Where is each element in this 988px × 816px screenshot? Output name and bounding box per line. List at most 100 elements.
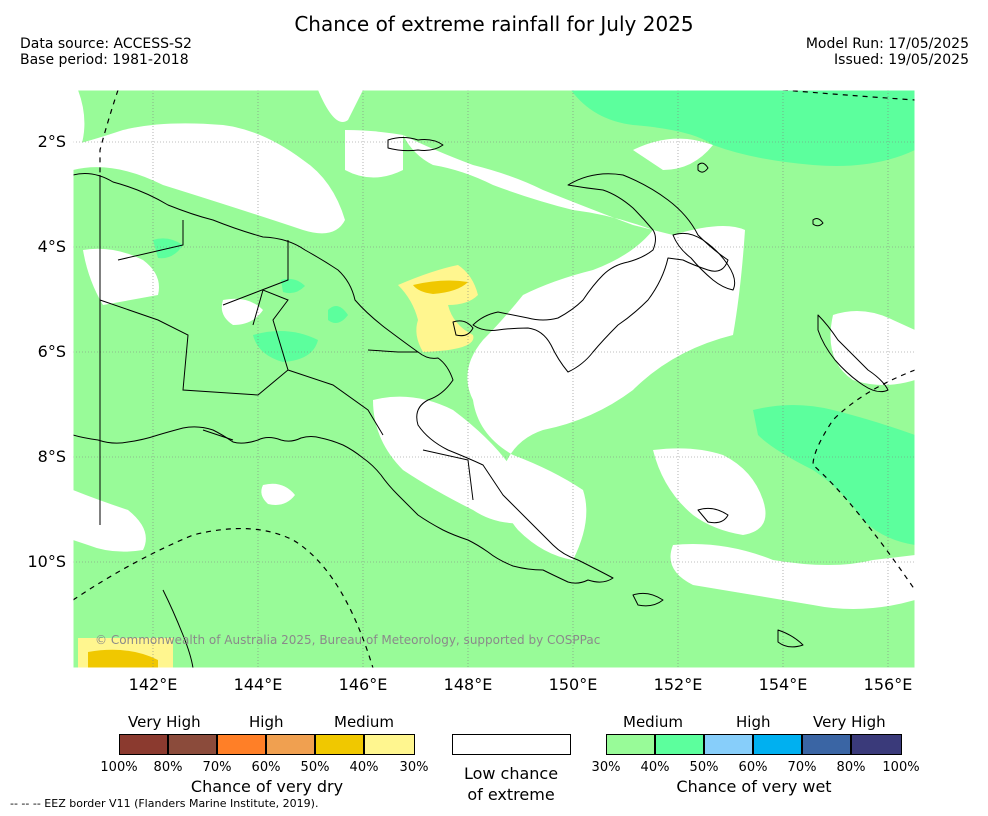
- high-wet-zone-small: [281, 278, 305, 294]
- low-zone-central: [403, 135, 745, 560]
- low-zone-highlands: [221, 298, 263, 325]
- map-title: Chance of extreme rainfall for July 2025: [294, 12, 694, 36]
- coast-cape-york: [162, 589, 194, 668]
- legend-wet-title: Chance of very wet: [676, 777, 832, 796]
- border-provinces-north: [117, 220, 289, 306]
- coast-island-small: [452, 320, 474, 337]
- legend-dry-medium: Medium: [334, 713, 394, 731]
- dry-zone-cape-york-core: [88, 649, 158, 668]
- lon-label-150e: 150°E: [548, 675, 598, 694]
- coast-new-guinea: [73, 173, 614, 584]
- coast-dentrecasteaux: [697, 507, 729, 524]
- eez-south: [73, 527, 374, 668]
- coastlines: [73, 137, 889, 668]
- lat-label-8s: 8°S: [37, 447, 66, 466]
- legend-low-chance-box: [452, 734, 571, 755]
- low-zone-manus: [633, 138, 713, 170]
- legend-wet-medium: Medium: [623, 713, 683, 731]
- legend-dry-cell-4: [266, 734, 315, 755]
- legend-wet-very-high: Very High: [813, 713, 886, 731]
- border-provinces-central: [287, 369, 384, 436]
- border-provinces-west: [99, 289, 289, 396]
- coast-islet-1: [697, 162, 709, 173]
- legend-dry-tick-50: 50%: [300, 760, 330, 775]
- lon-label-144e: 144°E: [233, 675, 283, 694]
- low-zone-coral-sea: [670, 544, 915, 609]
- lon-label-146e: 146°E: [338, 675, 388, 694]
- base-period: Base period: 1981-2018: [20, 52, 189, 68]
- legend-wet-high: High: [736, 713, 771, 731]
- legend-dry-tick-30: 30%: [399, 760, 429, 775]
- legend-dry-tick-100: 100%: [100, 760, 138, 775]
- medium-dry-zones: [78, 265, 478, 668]
- legend-dry-high: High: [249, 713, 284, 731]
- legend-dry-cell-2: [168, 734, 217, 755]
- high-wet-zone-north: [571, 90, 915, 166]
- high-wet-zone-dot: [328, 306, 348, 324]
- copyright-notice: © Commonwealth of Australia 2025, Bureau…: [95, 633, 601, 647]
- low-zone-fly: [261, 483, 295, 505]
- eez-borders: [73, 90, 915, 668]
- legend-wet-tick-100: 100%: [882, 760, 920, 775]
- coast-rossel: [777, 629, 804, 648]
- high-wet-zone-east: [753, 405, 915, 545]
- low-zone-nw: [73, 123, 345, 234]
- issued-date: Issued: 19/05/2025: [834, 52, 969, 68]
- legend-low-chance-line-1: Low chance: [463, 764, 559, 783]
- source-info: Data source: ACCESS-S2 Base period: 1981…: [20, 36, 192, 68]
- lon-label-154e: 154°E: [758, 675, 808, 694]
- dry-zone-new-britain-core: [413, 280, 468, 294]
- legend-wet-tick-80: 80%: [836, 760, 866, 775]
- borders: [99, 175, 474, 525]
- run-info: Model Run: 17/05/2025 Issued: 19/05/2025: [806, 36, 969, 68]
- low-zone-west: [83, 248, 159, 305]
- border-provinces-east: [367, 349, 418, 353]
- legend-wet-tick-40: 40%: [640, 760, 670, 775]
- model-run: Model Run: 17/05/2025: [805, 36, 969, 52]
- legend-dry-tick-40: 40%: [349, 760, 379, 775]
- legend-dry-title: Chance of very dry: [190, 777, 344, 796]
- lon-label-148e: 148°E: [443, 675, 493, 694]
- lat-label-2s: 2°S: [37, 132, 66, 151]
- coast-louisiade: [632, 592, 664, 607]
- lat-label-4s: 4°S: [37, 237, 66, 256]
- coast-new-ireland: [672, 232, 736, 291]
- gridlines: [73, 90, 915, 668]
- data-source: Data source: ACCESS-S2: [20, 36, 192, 52]
- low-zone-southwest: [73, 490, 146, 552]
- legend-dry-cell-3: [217, 734, 266, 755]
- legend-dry-cell-6: [364, 734, 415, 755]
- legend-wet-tick-70: 70%: [787, 760, 817, 775]
- eez-west-north: [99, 90, 119, 175]
- low-zone-north: [345, 130, 403, 178]
- lon-label-152e: 152°E: [653, 675, 703, 694]
- legend-dry-cell-5: [315, 734, 364, 755]
- legend-wet-cell-6: [851, 734, 902, 755]
- low-zone-bougainville: [830, 311, 915, 385]
- coast-islet-2: [812, 218, 824, 227]
- legend-dry-cell-1: [119, 734, 168, 755]
- low-chance-zones: [73, 123, 915, 609]
- legend-wet-cell-4: [753, 734, 802, 755]
- border-provinces-south: [202, 429, 474, 501]
- lon-label-156e: 156°E: [863, 675, 913, 694]
- legend-wet-cell-1: [606, 734, 655, 755]
- legend-wet-tick-50: 50%: [689, 760, 719, 775]
- legend-dry-very-high: Very High: [128, 713, 201, 731]
- coast-manus: [387, 137, 444, 152]
- high-wet-zone-highlands: [253, 331, 318, 362]
- legend-low-chance-line-2: of extreme: [467, 785, 555, 804]
- legend-low-chance-label: Low chance of extreme: [464, 763, 558, 805]
- legend-wet-tick-60: 60%: [738, 760, 768, 775]
- low-zone-solomon-sea: [653, 448, 766, 535]
- legend-wet-cell-2: [655, 734, 704, 755]
- legend-wet-tick-30: 30%: [591, 760, 621, 775]
- high-wet-zones: [153, 90, 915, 545]
- lat-label-6s: 6°S: [37, 342, 66, 361]
- legend-dry-tick-70: 70%: [202, 760, 232, 775]
- eez-northeast: [782, 90, 915, 101]
- legend-dry-tick-60: 60%: [251, 760, 281, 775]
- lon-label-142e: 142°E: [128, 675, 178, 694]
- lat-label-10s: 10°S: [27, 552, 66, 571]
- legend-wet-cell-3: [704, 734, 753, 755]
